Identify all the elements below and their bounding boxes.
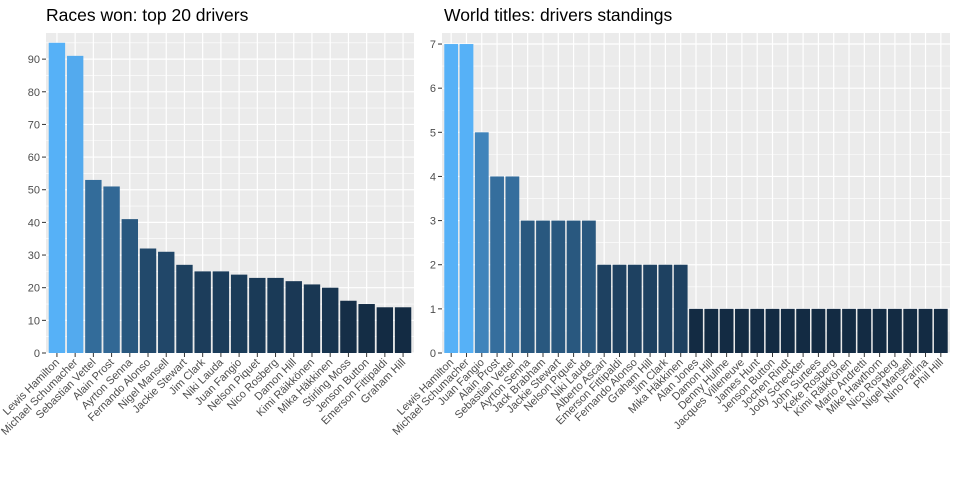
bar-0-0	[48, 42, 66, 353]
y-tick-label: 10	[28, 315, 40, 327]
races-won-panel: Races won: top 20 drivers 0 10 20 30 40 50 60 7…	[0, 5, 414, 438]
bar-0-6	[158, 251, 175, 353]
bar-1-13	[643, 264, 657, 353]
bar-0-2	[85, 179, 102, 353]
y-tick-label: 90	[28, 54, 40, 66]
world-titles-panel: World titles: drivers standings 0 1 2 3 4 5 6 7…	[390, 0, 960, 480]
bar-0-12	[267, 277, 284, 353]
bar-1-30	[903, 308, 918, 353]
bar-1-12	[627, 264, 642, 353]
bar-1-23	[796, 308, 810, 353]
y-tick-label: 50	[28, 185, 40, 197]
bar-1-3	[490, 176, 504, 353]
bar-0-5	[139, 248, 157, 353]
bar-1-2	[474, 132, 489, 353]
bar-1-18	[719, 308, 734, 353]
bar-0-16	[340, 300, 357, 353]
y-tick-label: 7	[430, 39, 436, 51]
y-tick-label: 3	[430, 216, 436, 228]
bar-0-13	[285, 281, 302, 353]
bar-1-22	[780, 308, 795, 353]
bar-0-11	[249, 277, 266, 353]
bar-0-17	[358, 304, 375, 353]
bar-1-7	[551, 220, 566, 353]
bar-1-9	[582, 220, 596, 353]
bar-1-19	[735, 308, 749, 353]
bar-1-24	[811, 308, 826, 353]
bar-1-25	[826, 308, 841, 353]
bar-1-6	[536, 220, 550, 353]
bar-1-14	[658, 264, 673, 353]
world-titles-title: World titles: drivers standings	[444, 5, 673, 25]
y-tick-label: 40	[28, 217, 40, 229]
bar-1-16	[689, 308, 703, 353]
bar-1-15	[673, 264, 688, 353]
bar-1-21	[765, 308, 780, 353]
y-tick-label: 2	[430, 260, 436, 272]
y-tick-label: 4	[430, 171, 436, 183]
y-tick-label: 30	[28, 250, 40, 262]
bar-0-14	[303, 284, 321, 353]
bar-1-28	[872, 308, 887, 353]
bar-0-19	[394, 307, 412, 353]
bar-0-1	[66, 55, 84, 353]
y-tick-label: 20	[28, 283, 40, 295]
y-tick-label: 1	[430, 304, 436, 316]
bar-0-7	[176, 264, 193, 353]
y-tick-label: 6	[430, 83, 436, 95]
bar-1-31	[918, 308, 933, 353]
y-tick-label: 5	[430, 127, 436, 139]
bar-0-9	[212, 271, 230, 353]
bar-1-27	[857, 308, 872, 353]
bar-0-18	[376, 307, 394, 353]
y-tick-label: 60	[28, 152, 40, 164]
y-tick-label: 70	[28, 119, 40, 131]
bar-1-26	[842, 308, 856, 353]
bar-1-29	[888, 308, 902, 353]
bar-0-15	[322, 287, 339, 353]
bar-1-20	[750, 308, 765, 353]
y-tick-label: 0	[34, 348, 40, 360]
bar-1-11	[612, 264, 627, 353]
y-tick-label: 0	[430, 348, 436, 360]
y-tick-label: 80	[28, 87, 40, 99]
bar-0-3	[103, 186, 120, 353]
bar-1-5	[520, 220, 535, 353]
bar-1-8	[566, 220, 581, 353]
bar-0-4	[121, 219, 138, 353]
bar-1-32	[933, 308, 948, 353]
bar-1-0	[444, 44, 459, 353]
bar-1-1	[459, 44, 474, 353]
bar-1-10	[597, 264, 612, 353]
bar-1-4	[505, 176, 520, 353]
bar-1-17	[704, 308, 719, 353]
bar-0-8	[194, 271, 211, 353]
races-won-title: Races won: top 20 drivers	[46, 5, 249, 25]
bar-0-10	[230, 274, 248, 353]
